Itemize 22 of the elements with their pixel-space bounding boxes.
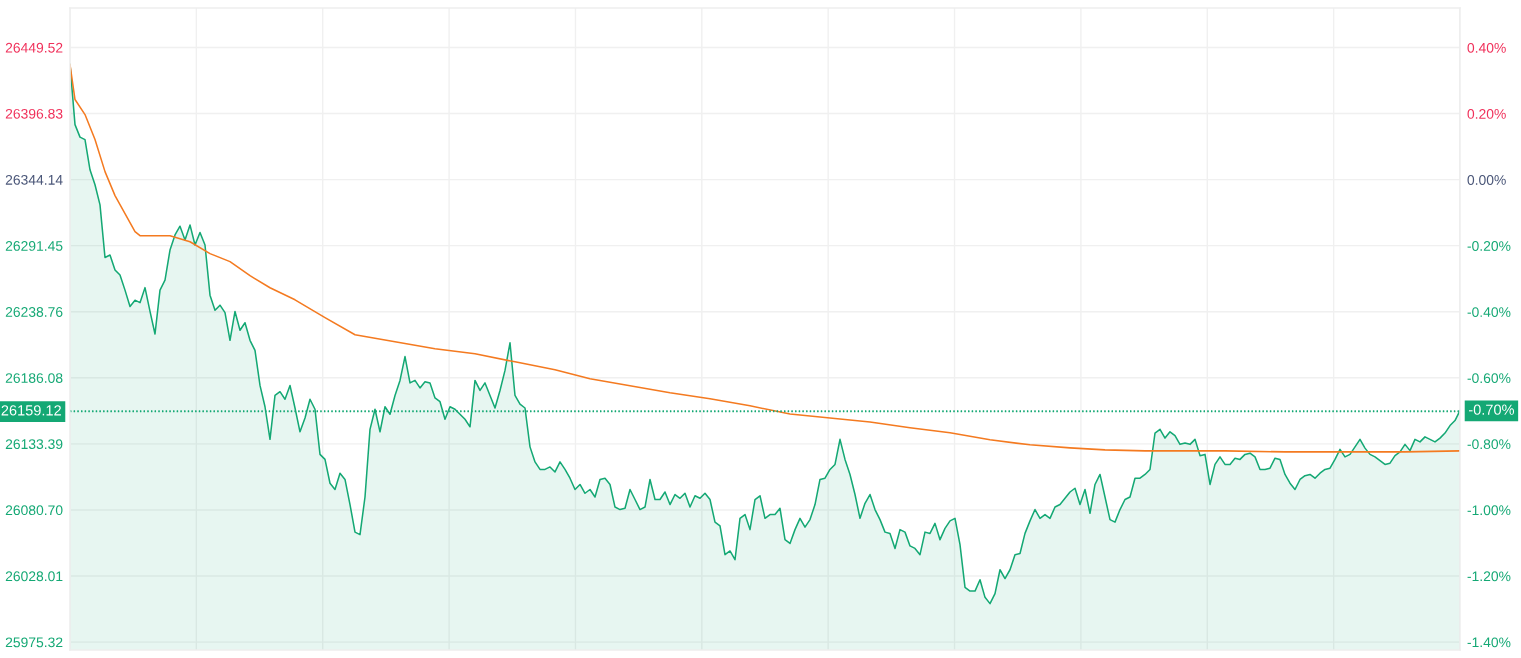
y-tick-label: 26080.70	[5, 505, 63, 516]
y2-tick-label: -1.20%	[1467, 571, 1511, 582]
y-tick-label: 26238.76	[5, 307, 63, 317]
y2-tick-label: 0.00%	[1467, 175, 1506, 185]
y2-tick-label: -1.40%	[1467, 637, 1511, 648]
y-tick-label: 26344.14	[5, 174, 63, 185]
y-tick-label: 26028.01	[5, 571, 63, 582]
y2-tick-label: -1.00%	[1467, 505, 1511, 516]
y2-tick-label: 0.40%	[1467, 42, 1506, 53]
y2-tick-label: 0.20%	[1467, 109, 1506, 119]
y-tick-label: 26186.08	[5, 373, 63, 383]
y2-tick-label: -0.20%	[1467, 241, 1511, 251]
y-tick-label: 26449.52	[5, 42, 63, 53]
y2-tick-label: -0.60%	[1467, 373, 1511, 384]
y-tick-label: 26291.45	[5, 241, 63, 251]
y-tick-label: 26133.39	[5, 439, 63, 450]
y2-tick-label: -0.40%	[1467, 307, 1511, 317]
y-tick-label: 26396.83	[5, 108, 63, 119]
y2-tick-label: -0.80%	[1467, 439, 1511, 450]
ref-line-label: 26159.12	[1, 405, 61, 416]
y-tick-label: 25975.32	[5, 637, 63, 648]
ref-line-label: -0.70%	[1468, 404, 1515, 415]
